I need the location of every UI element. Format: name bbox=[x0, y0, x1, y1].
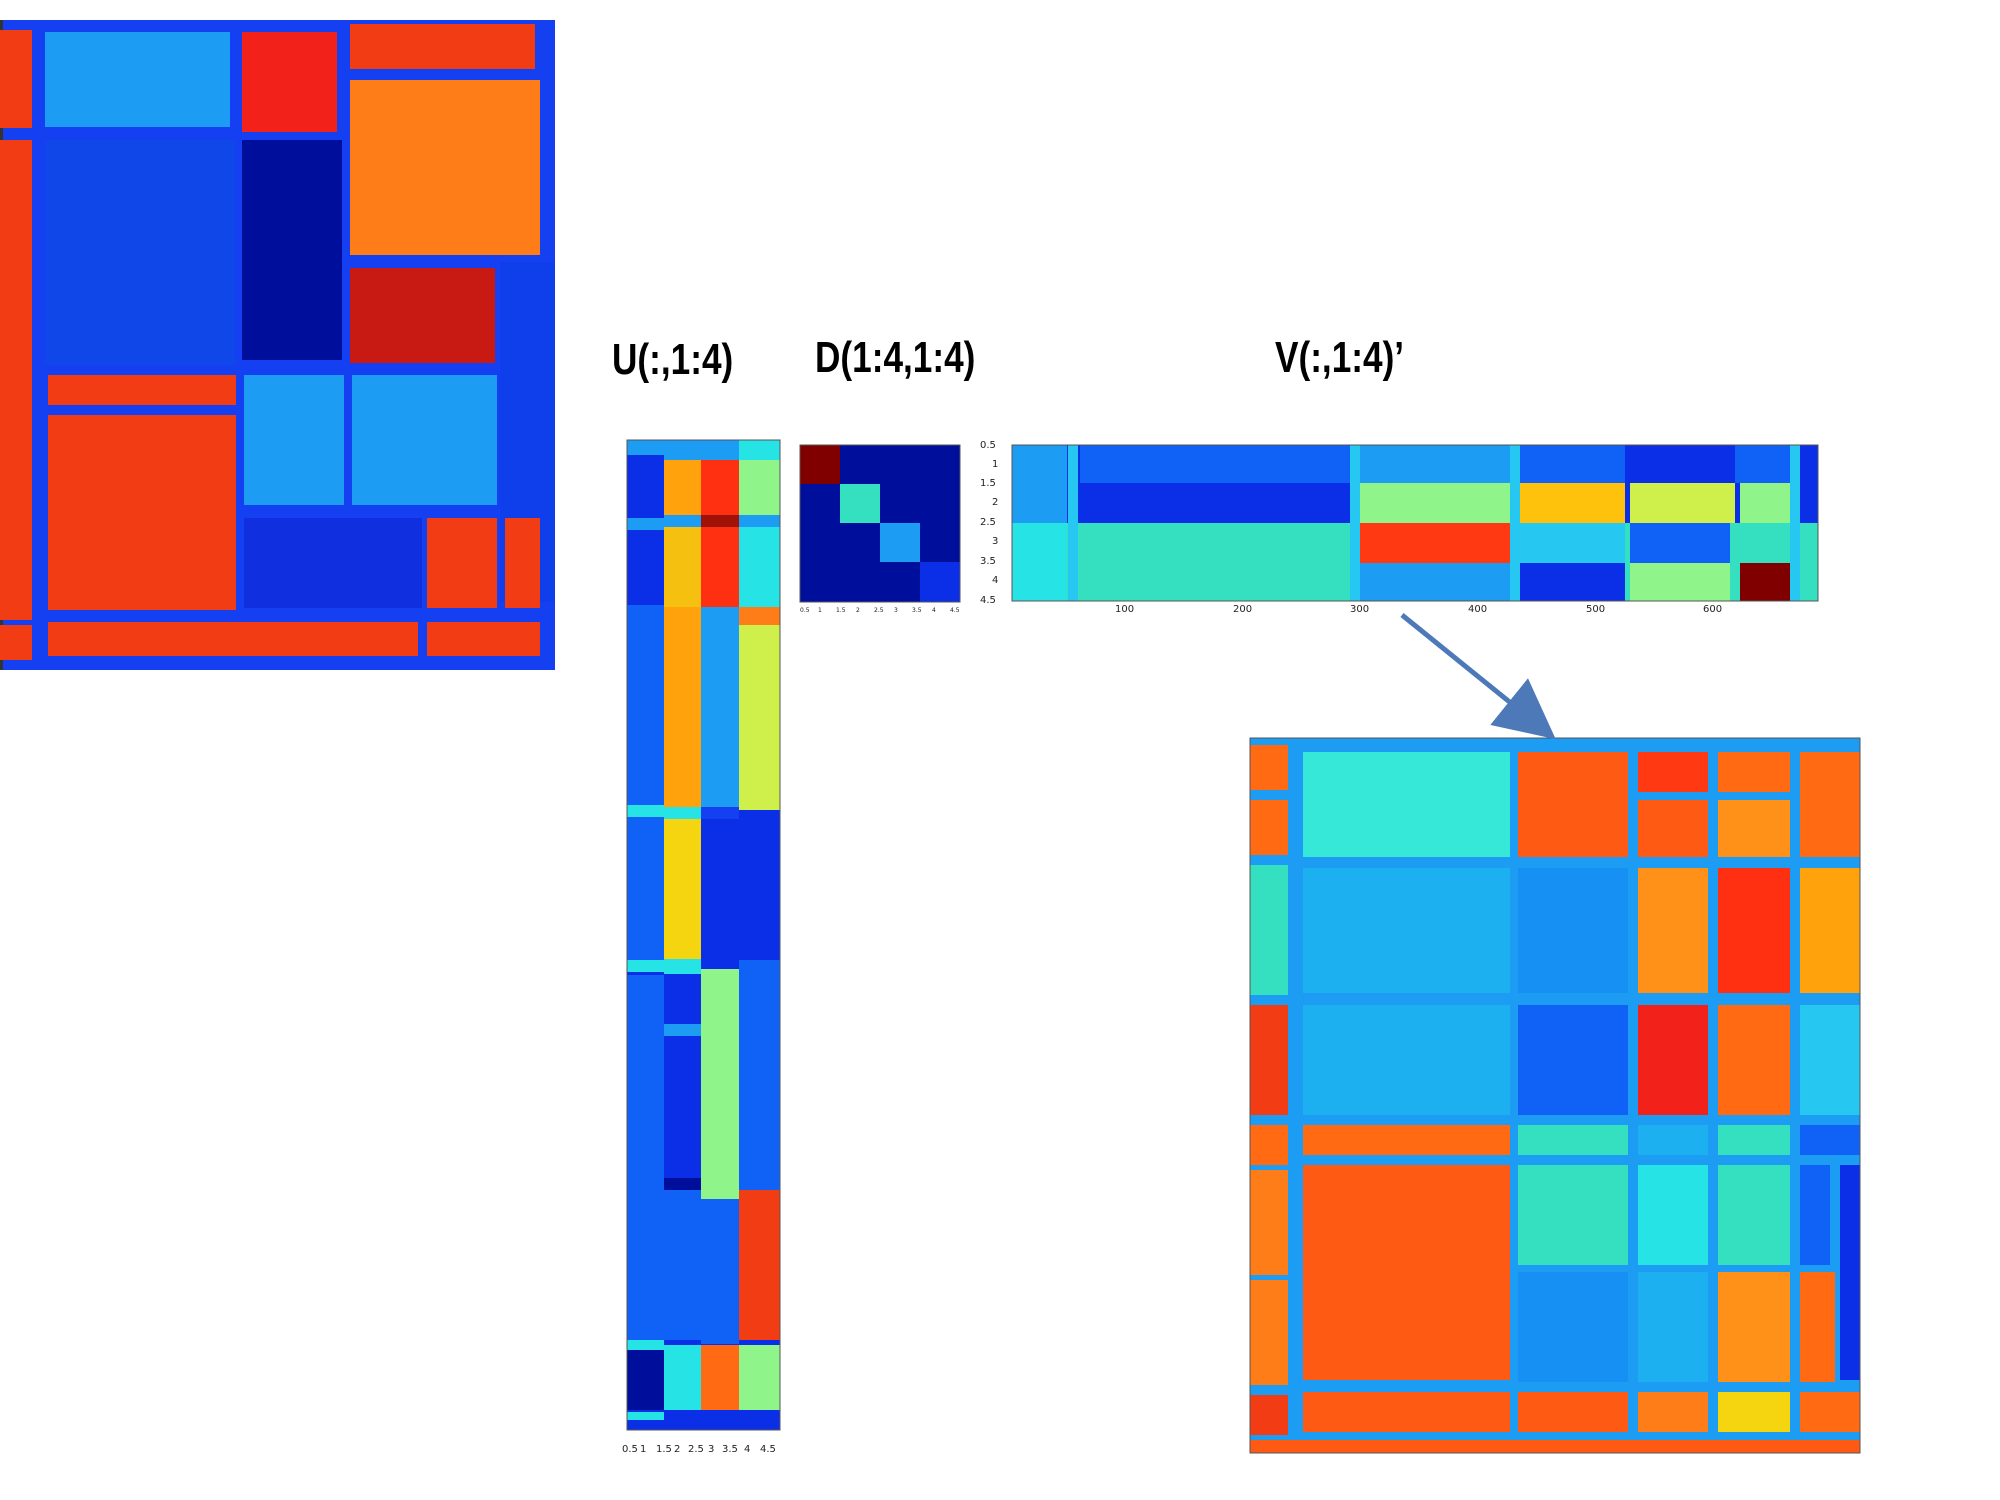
orig-block bbox=[45, 140, 235, 365]
d-x-tick: 1 bbox=[818, 607, 822, 614]
u-x-tick: 1.5 bbox=[656, 1444, 672, 1455]
v-y-tick: 4 bbox=[992, 575, 998, 586]
reconstructed-matrix-image bbox=[1249, 737, 1861, 1454]
d-x-tick: 3 bbox=[894, 607, 898, 614]
orig-block bbox=[45, 32, 230, 127]
orig-block bbox=[0, 625, 32, 660]
u-matrix-image bbox=[626, 439, 781, 1431]
orig-block bbox=[352, 375, 497, 505]
v-x-tick: 600 bbox=[1703, 604, 1722, 615]
d-x-tick: 3.5 bbox=[912, 607, 922, 614]
u-x-tick: 2.5 bbox=[688, 1444, 704, 1455]
u-x-tick: 3.5 bbox=[722, 1444, 738, 1455]
d-x-tick: 4.5 bbox=[950, 607, 960, 614]
v-y-tick: 4.5 bbox=[980, 595, 996, 606]
orig-block bbox=[242, 32, 337, 132]
orig-block bbox=[244, 375, 344, 505]
orig-block bbox=[350, 268, 495, 363]
orig-block bbox=[350, 24, 535, 69]
v-y-tick: 0.5 bbox=[980, 440, 996, 451]
orig-block bbox=[350, 80, 540, 255]
v-y-tick: 1 bbox=[992, 459, 998, 470]
v-y-tick: 2 bbox=[992, 497, 998, 508]
d-x-tick: 2.5 bbox=[874, 607, 884, 614]
orig-block bbox=[242, 140, 342, 360]
v-y-tick: 1.5 bbox=[980, 478, 996, 489]
u-x-tick: 2 bbox=[674, 1444, 680, 1455]
v-y-tick: 3.5 bbox=[980, 556, 996, 567]
orig-block bbox=[427, 518, 497, 608]
v-y-tick: 2.5 bbox=[980, 517, 996, 528]
v-x-tick: 200 bbox=[1233, 604, 1252, 615]
d-x-tick: 1.5 bbox=[836, 607, 846, 614]
v-y-axis: 0.5 1 1.5 2 2.5 3 3.5 4 4.5 bbox=[980, 440, 998, 606]
d-label: D(1:4,1:4) bbox=[815, 333, 976, 382]
u-x-tick: 0.5 bbox=[622, 1444, 638, 1455]
u-x-axis: 0.5 1 1.5 2 2.5 3 3.5 4 4.5 bbox=[622, 1444, 776, 1455]
orig-block bbox=[48, 415, 236, 610]
orig-block bbox=[0, 140, 32, 620]
d-diagonal-cell bbox=[880, 523, 920, 562]
orig-block bbox=[48, 622, 418, 656]
v-x-axis: 100 200 300 400 500 600 bbox=[1115, 604, 1722, 615]
d-x-axis: 0.5 1 1.5 2 2.5 3 3.5 4 4.5 bbox=[800, 607, 960, 614]
u-x-tick: 1 bbox=[640, 1444, 646, 1455]
original-matrix-image bbox=[0, 20, 555, 670]
orig-block bbox=[505, 518, 540, 608]
v-x-tick: 500 bbox=[1586, 604, 1605, 615]
v-label: V(:,1:4)’ bbox=[1275, 333, 1405, 382]
u-x-tick: 3 bbox=[708, 1444, 714, 1455]
orig-block bbox=[0, 30, 32, 128]
d-x-tick: 4 bbox=[932, 607, 936, 614]
d-matrix-image bbox=[799, 444, 961, 603]
orig-block bbox=[48, 375, 236, 405]
v-x-tick: 300 bbox=[1350, 604, 1369, 615]
d-x-tick: 2 bbox=[856, 607, 860, 614]
v-y-tick: 3 bbox=[992, 536, 998, 547]
u-x-tick: 4 bbox=[744, 1444, 750, 1455]
v-x-tick: 400 bbox=[1468, 604, 1487, 615]
orig-block bbox=[244, 518, 422, 608]
arrow-connector bbox=[1400, 613, 1556, 740]
u-x-tick: 4.5 bbox=[760, 1444, 776, 1455]
v-x-tick: 100 bbox=[1115, 604, 1134, 615]
u-label: U(:,1:4) bbox=[612, 335, 734, 384]
v-matrix-image bbox=[1011, 444, 1819, 602]
d-diagonal-cell bbox=[920, 562, 960, 602]
orig-block bbox=[427, 622, 540, 656]
d-diagonal-cell bbox=[840, 484, 880, 523]
d-diagonal-cell bbox=[800, 445, 840, 484]
d-x-tick: 0.5 bbox=[800, 607, 810, 614]
